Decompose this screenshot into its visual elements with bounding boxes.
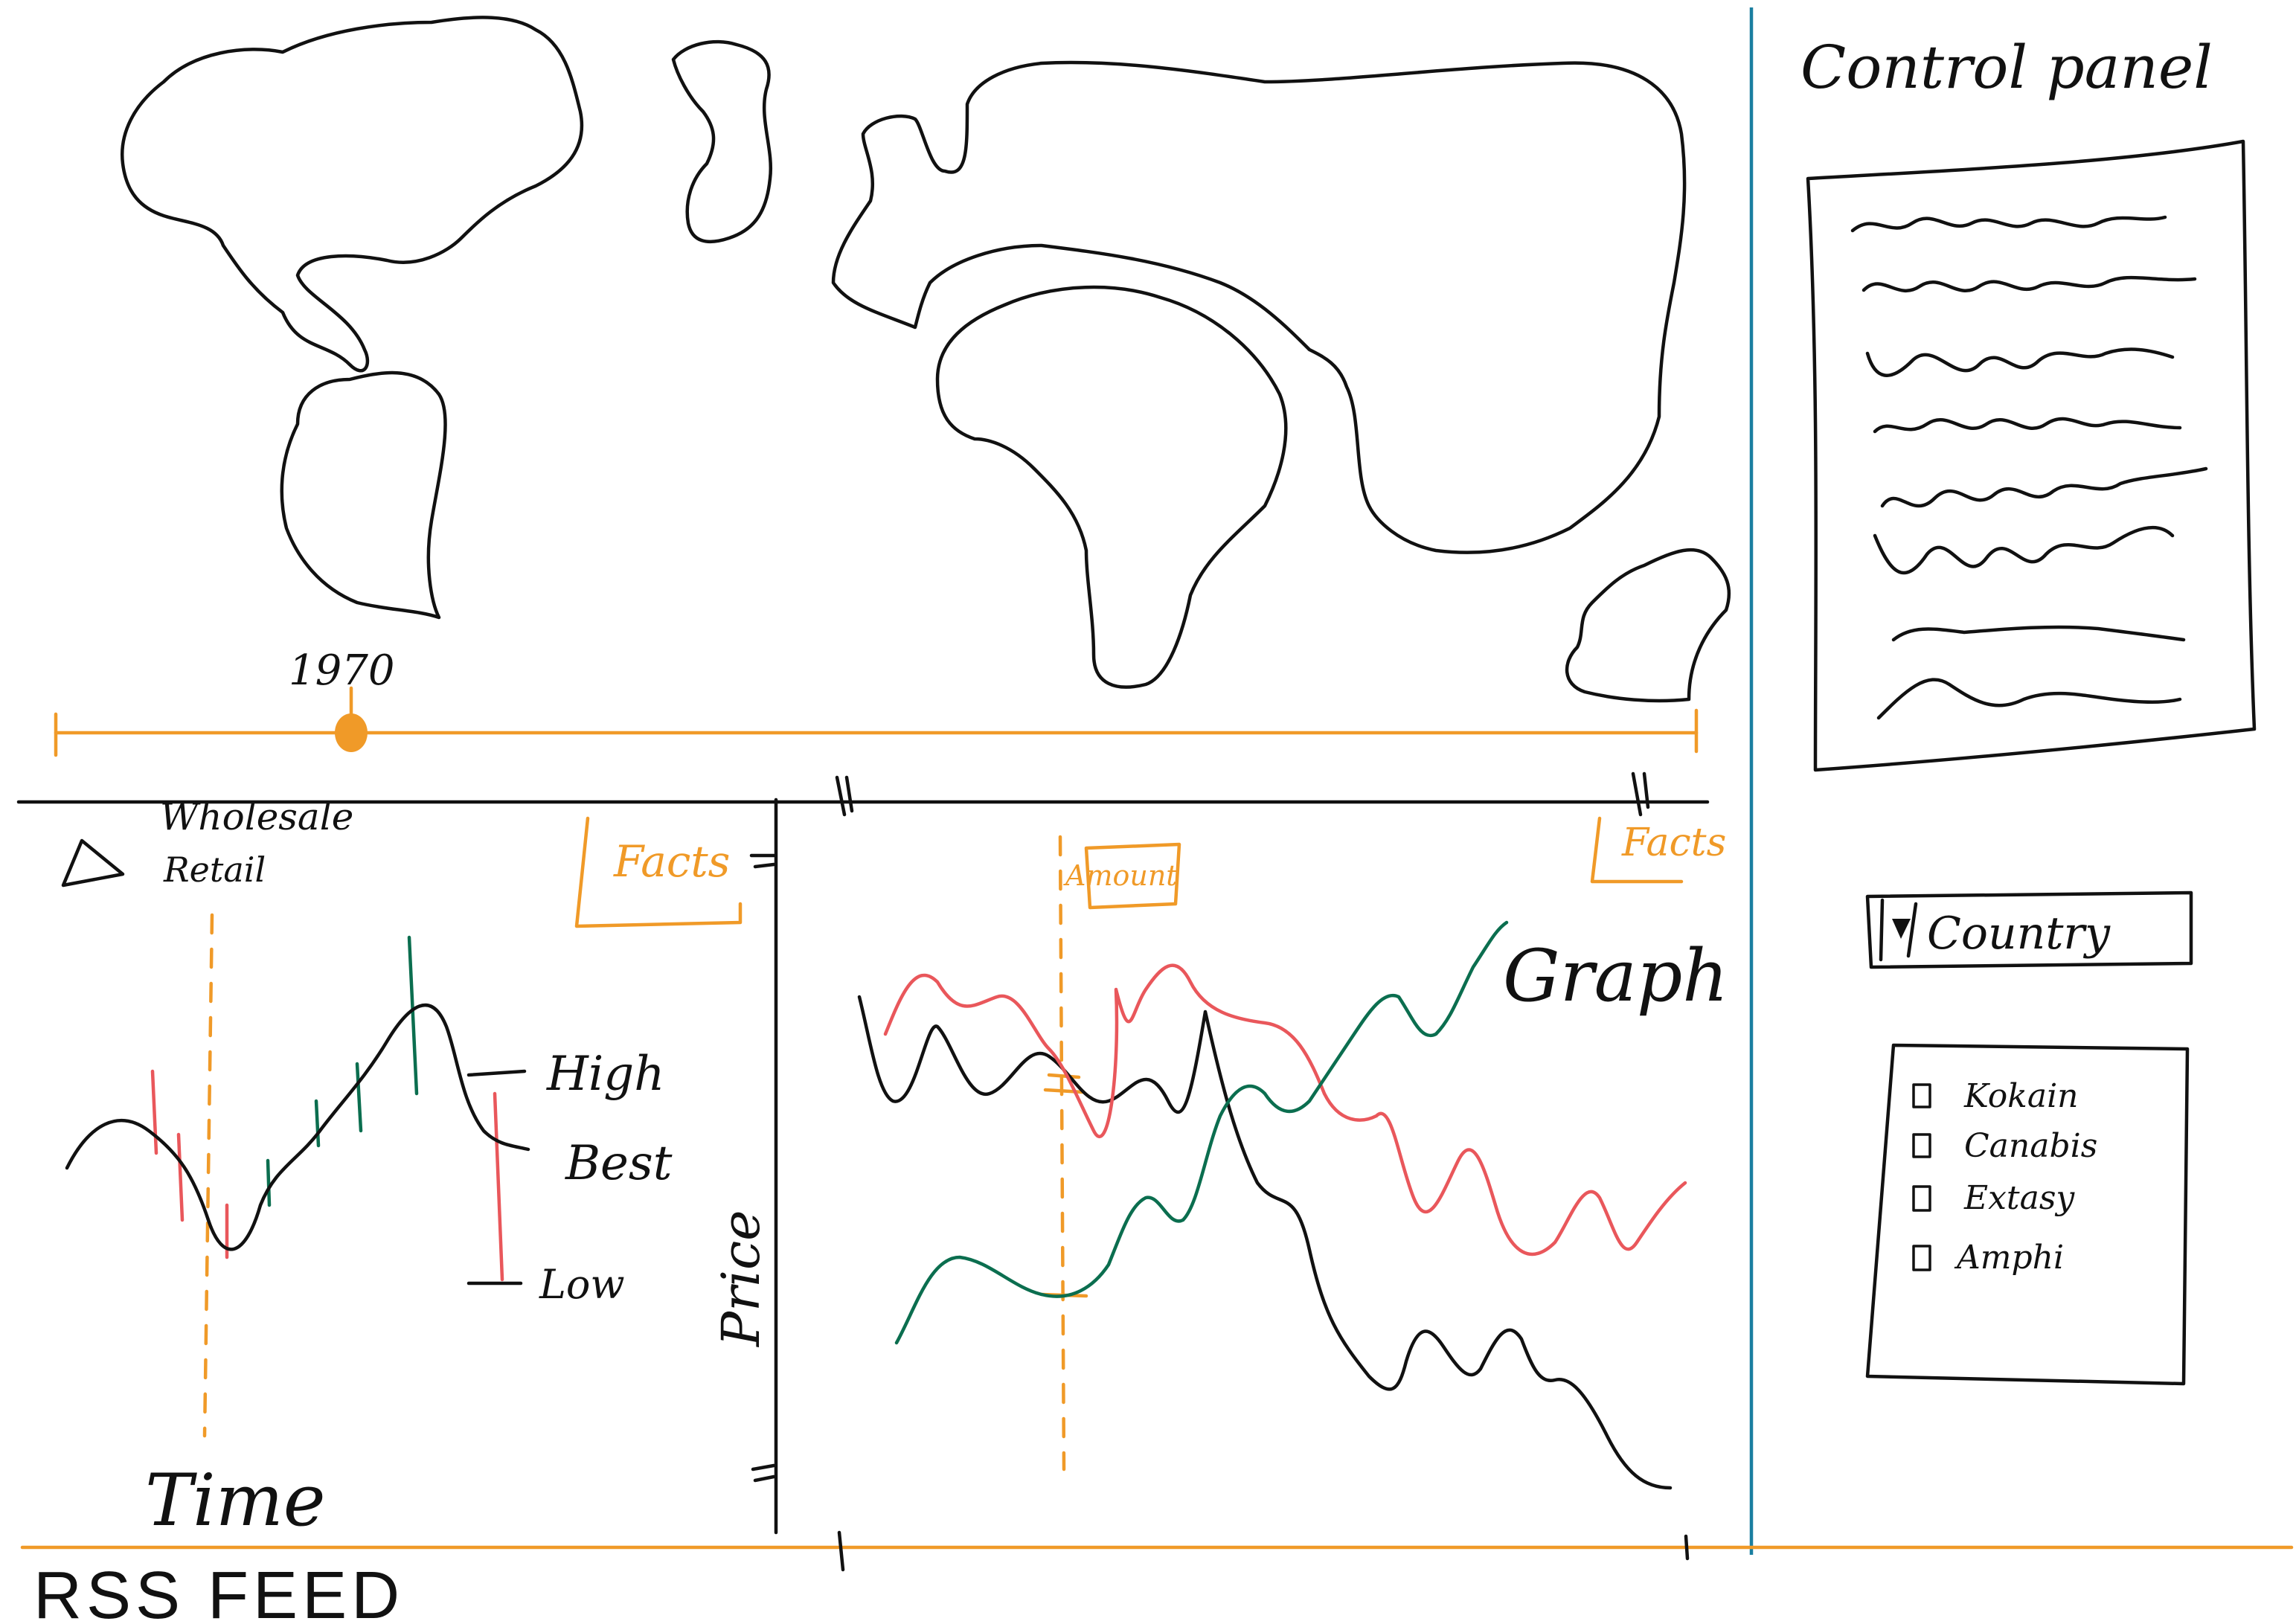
rss-feed-title[interactable]: RSS FEED (33, 1559, 404, 1624)
legend-triangle-icon (61, 838, 125, 888)
list-item[interactable] (1873, 417, 2182, 434)
y-axis-label: Price (711, 1210, 772, 1348)
checkbox-kokain-box[interactable] (1912, 1083, 1931, 1108)
list-item[interactable] (1876, 678, 2182, 720)
legend-retail: Retail (163, 850, 266, 890)
line-graph-panel[interactable]: Price Facts Amount Graph (711, 816, 1728, 1490)
map-greenland (671, 39, 773, 244)
year-slider[interactable]: 1970 (54, 646, 1699, 757)
checkbox-kokain[interactable]: Kokain (1912, 1077, 2078, 1115)
amount-label[interactable]: Amount (1063, 859, 1178, 892)
map-south-america[interactable] (280, 370, 447, 620)
map-australia[interactable] (1565, 548, 1731, 703)
filter-box-frame (1865, 1043, 2190, 1386)
slider-year-label: 1970 (289, 646, 395, 695)
checkbox-extasy[interactable]: Extasy (1912, 1179, 2075, 1217)
high-label: High (546, 1047, 664, 1102)
checkbox-canabis[interactable]: Canabis (1912, 1127, 2097, 1165)
checkbox-kokain-label: Kokain (1963, 1077, 2078, 1115)
facts-label[interactable]: Facts (613, 836, 730, 887)
best-price-line (65, 1003, 530, 1251)
list-frame (1806, 139, 2257, 772)
candles-red (150, 1069, 504, 1282)
checkbox-amphi-box[interactable] (1912, 1245, 1931, 1271)
list-item[interactable] (1891, 625, 2186, 642)
scroll-marks (835, 771, 1690, 1572)
checkbox-canabis-label: Canabis (1964, 1127, 2097, 1165)
checkbox-amphi-label: Amphi (1954, 1239, 2064, 1277)
low-label: Low (539, 1261, 625, 1308)
high-marker (466, 1069, 527, 1077)
legend-wholesale: Wholesale (160, 795, 353, 838)
list-item[interactable] (1865, 347, 2175, 377)
time-cursor[interactable] (202, 913, 214, 1438)
map-eurasia[interactable] (831, 60, 1687, 554)
series-red (883, 963, 1687, 1256)
country-dropdown[interactable]: Country (1865, 890, 2193, 969)
checkbox-extasy-box[interactable] (1912, 1185, 1931, 1212)
series-black (857, 995, 1673, 1490)
slider-handle[interactable] (335, 713, 368, 752)
control-panel-list[interactable] (1806, 139, 2257, 772)
axis-marks (749, 853, 776, 1483)
dropdown-toggle-icon[interactable] (1879, 898, 1918, 962)
checkbox-amphi[interactable]: Amphi (1912, 1239, 2064, 1277)
series-green (894, 920, 1509, 1345)
candlestick-panel[interactable]: Wholesale Retail Facts High Best Low Tim… (61, 795, 743, 1542)
amount-box[interactable] (1084, 842, 1181, 910)
facts-bracket[interactable] (574, 816, 743, 928)
list-item[interactable] (1850, 215, 2167, 233)
list-item[interactable] (1862, 275, 2197, 292)
best-label: Best (565, 1136, 673, 1191)
drug-filter-box: Kokain Canabis Extasy Amphi (1865, 1043, 2190, 1386)
checkbox-extasy-label: Extasy (1963, 1179, 2075, 1217)
candles-green (266, 935, 419, 1207)
dropdown-box[interactable] (1865, 890, 2193, 969)
world-map[interactable] (121, 16, 1731, 703)
dropdown-checkmark-icon (1892, 919, 1911, 939)
amount-cursor[interactable] (1058, 835, 1066, 1471)
list-item[interactable] (1873, 525, 2175, 575)
control-panel-title: Control panel (1800, 33, 2213, 102)
map-north-america[interactable] (121, 16, 584, 373)
facts-label-right[interactable]: Facts (1621, 821, 1726, 865)
dropdown-label: Country (1927, 908, 2111, 960)
checkbox-canabis-box[interactable] (1912, 1133, 1931, 1158)
map-africa[interactable] (935, 285, 1288, 689)
graph-label: Graph (1503, 934, 1728, 1018)
facts-bracket-right[interactable] (1590, 816, 1684, 884)
x-axis-label: Time (145, 1459, 326, 1542)
list-item[interactable] (1880, 466, 2208, 508)
